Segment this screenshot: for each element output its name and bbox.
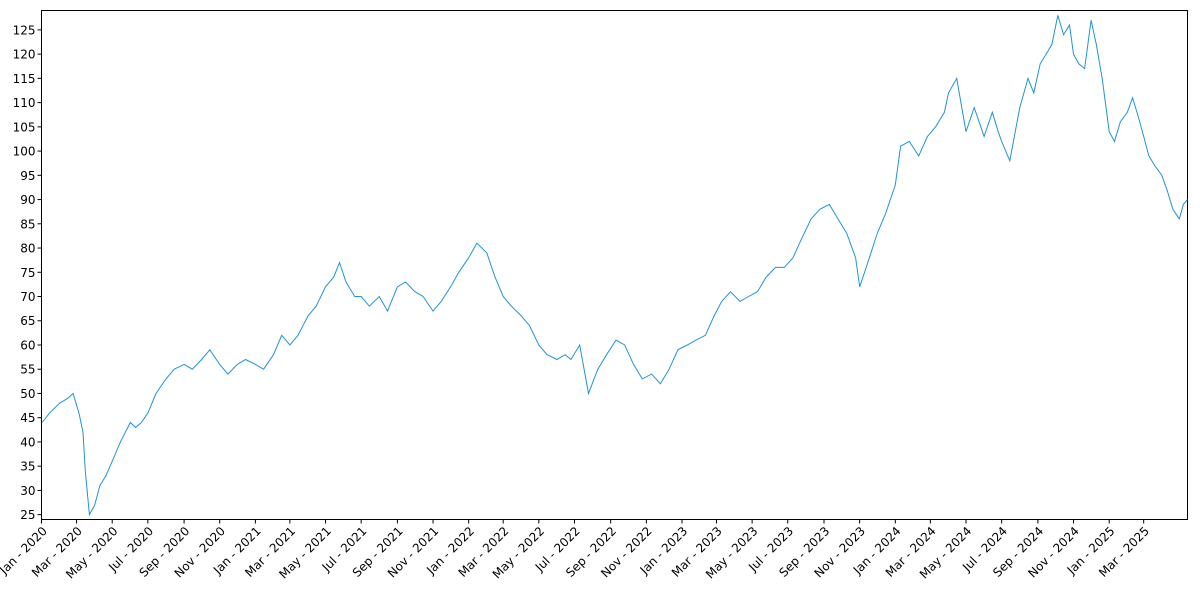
y-tick-label: 60 [20,338,35,352]
y-tick-label: 80 [20,242,35,256]
y-tick-label: 125 [13,23,36,37]
y-tick-label: 35 [20,460,35,474]
y-tick-label: 100 [13,145,36,159]
y-tick-label: 30 [20,484,35,498]
y-tick-label: 40 [20,435,35,449]
y-tick-label: 115 [13,72,36,86]
y-tick-label: 120 [13,48,36,62]
y-tick-label: 55 [20,363,35,377]
y-tick-label: 110 [13,96,36,110]
plot-frame [41,10,1188,520]
y-tick-label: 70 [20,290,35,304]
y-tick-label: 50 [20,387,35,401]
y-tick-label: 25 [20,508,35,522]
y-tick-label: 90 [20,193,35,207]
y-tick-label: 65 [20,314,35,328]
y-tick-label: 85 [20,217,35,231]
y-tick-label: 105 [13,120,36,134]
y-tick-label: 75 [20,266,35,280]
y-tick-label: 95 [20,169,35,183]
series-line [41,15,1188,517]
y-axis: 25 30 35 40 45 50 55 60 65 70 75 80 85 90 95 100 105 110 1… [13,23,42,522]
y-tick-label: 45 [20,411,35,425]
